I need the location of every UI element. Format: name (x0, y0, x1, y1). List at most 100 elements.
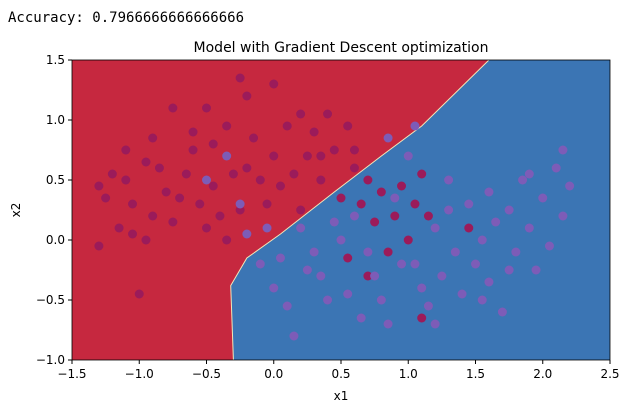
x-tick-label: 1.5 (466, 367, 485, 381)
data-point-class-1 (417, 283, 427, 293)
data-point-class-0 (323, 109, 333, 119)
data-point-class-0 (94, 181, 104, 191)
y-tick-label: 1.0 (46, 113, 65, 127)
data-point-class-1 (464, 199, 474, 209)
data-point-class-1 (565, 181, 575, 191)
data-point-class-0 (302, 151, 312, 161)
data-point-class-1 (491, 217, 501, 227)
data-point-class-1 (471, 259, 480, 269)
data-point-class-1 (269, 283, 279, 293)
x-axis-ticks: −1.5 −1.0 −0.5 0.0 0.5 1.0 1.5 2.0 2.5 (57, 360, 620, 381)
data-point-class-0 (363, 271, 373, 281)
data-point-class-0 (101, 193, 111, 203)
data-point-class-0 (329, 145, 339, 155)
data-point-class-1 (356, 313, 366, 323)
data-point-class-0 (208, 139, 218, 149)
data-point-class-1 (450, 247, 460, 257)
decision-region-class-0 (72, 60, 489, 360)
data-point-class-1 (544, 241, 554, 251)
x-tick-label: 0.0 (264, 367, 283, 381)
data-point-class-0 (228, 169, 238, 179)
data-point-class-1 (376, 295, 386, 305)
data-point-class-0 (141, 235, 151, 245)
data-point-class-0 (309, 127, 319, 137)
data-point-class-0 (316, 151, 326, 161)
data-point-class-1 (302, 265, 312, 275)
data-point-class-0 (417, 169, 427, 179)
data-point-class-1 (397, 259, 407, 269)
data-point-class-0 (383, 247, 393, 257)
data-point-class-0 (410, 199, 420, 209)
data-point-class-1 (349, 211, 359, 221)
data-point-class-1 (363, 247, 373, 257)
data-point-class-1 (444, 205, 454, 215)
data-point-class-1 (282, 301, 292, 311)
data-point-class-1 (383, 133, 393, 143)
data-point-class-0 (356, 199, 366, 209)
data-point-class-1 (437, 271, 447, 281)
data-point-class-1 (275, 253, 285, 263)
data-point-class-1 (323, 295, 333, 305)
data-point-class-0 (141, 157, 151, 167)
data-point-class-0 (390, 211, 400, 221)
data-point-class-0 (370, 217, 380, 227)
data-point-class-0 (168, 217, 178, 227)
data-point-class-0 (94, 241, 104, 251)
data-point-class-1 (538, 193, 548, 203)
x-tick-label: −1.0 (125, 367, 154, 381)
data-point-class-0 (148, 133, 158, 143)
data-point-class-1 (444, 175, 454, 185)
data-point-class-0 (464, 223, 474, 233)
data-point-class-1 (558, 211, 568, 221)
decision-boundary (230, 60, 490, 360)
data-point-class-0 (161, 187, 171, 197)
data-point-class-0 (128, 199, 138, 209)
data-point-class-1 (316, 271, 326, 281)
data-point-class-1 (551, 163, 561, 173)
data-point-class-1 (430, 319, 440, 329)
data-point-class-1 (410, 259, 420, 269)
data-point-class-0 (121, 175, 131, 185)
data-point-class-0 (403, 235, 413, 245)
data-point-class-0 (188, 145, 198, 155)
data-point-class-1 (403, 151, 413, 161)
data-point-class-0 (168, 103, 178, 113)
data-point-class-0 (262, 199, 272, 209)
data-point-class-0 (202, 103, 211, 113)
data-point-class-0 (249, 133, 259, 143)
data-point-class-0 (275, 181, 285, 191)
data-point-class-1 (504, 205, 514, 215)
data-point-class-0 (222, 235, 232, 245)
data-point-class-1 (343, 289, 353, 299)
data-point-class-0 (114, 223, 124, 233)
data-point-class-0 (134, 289, 144, 299)
data-point-class-0 (121, 145, 131, 155)
data-point-class-1 (484, 277, 494, 287)
data-point-class-1 (296, 223, 306, 233)
y-tick-label: 1.5 (46, 53, 65, 67)
data-point-class-1 (504, 265, 514, 275)
data-point-class-0 (417, 313, 427, 323)
data-point-class-1 (430, 223, 440, 233)
data-point-class-1 (477, 235, 487, 245)
data-point-class-1 (202, 175, 211, 185)
data-point-class-0 (397, 181, 407, 191)
data-point-class-0 (154, 163, 164, 173)
data-point-class-1 (336, 235, 346, 245)
data-point-class-0 (242, 163, 252, 173)
x-tick-label: 2.0 (533, 367, 552, 381)
data-point-class-1 (497, 307, 507, 317)
data-point-class-0 (107, 169, 117, 179)
x-tick-label: −0.5 (192, 367, 221, 381)
data-point-class-1 (531, 265, 541, 275)
data-point-class-1 (518, 175, 528, 185)
data-point-class-1 (423, 301, 433, 311)
data-point-class-0 (343, 121, 353, 131)
data-point-class-1 (235, 199, 245, 209)
data-point-class-1 (390, 193, 400, 203)
data-point-class-1 (383, 319, 393, 329)
data-point-class-1 (477, 295, 487, 305)
data-point-class-0 (349, 145, 359, 155)
data-point-class-1 (255, 259, 265, 269)
y-tick-label: −0.5 (36, 293, 65, 307)
